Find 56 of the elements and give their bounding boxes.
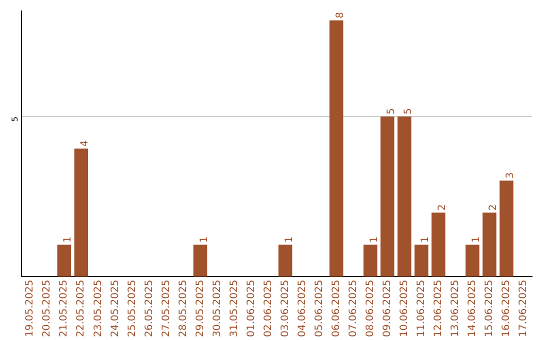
bar [500,180,514,277]
data-label: 1 [471,236,482,243]
bar [482,212,496,277]
x-tick-label: 02.06.2025 [262,280,274,338]
x-tick-label: 05.06.2025 [314,280,325,338]
bar [329,20,344,277]
bar [432,212,446,277]
data-label: 5 [386,108,397,115]
data-label: 8 [334,12,346,18]
x-tick-label: 19.05.2025 [24,280,36,338]
x-tick-label: 14.06.2025 [467,280,478,338]
bar [398,116,412,277]
data-label: 2 [488,204,500,211]
x-tick-label: 13.06.2025 [450,280,462,338]
x-tick-label: 03.06.2025 [280,280,291,338]
x-tick-label: 04.06.2025 [296,280,308,338]
x-tick-label: 16.06.2025 [501,280,512,338]
x-tick-label: 31.05.2025 [228,280,240,338]
data-label: 3 [505,172,516,179]
bar [466,244,480,277]
x-tick-label: 25.05.2025 [126,280,138,338]
bar [414,244,428,277]
x-tick-label: 01.06.2025 [246,280,257,338]
x-tick-label: 09.06.2025 [382,280,393,338]
x-tick-label: 12.06.2025 [433,280,444,338]
x-tick-label: 26.05.2025 [144,280,155,338]
x-tick-label: 24.05.2025 [110,280,121,338]
x-tick-label: 17.06.2025 [518,280,530,338]
x-tick-label: 21.05.2025 [58,280,70,338]
data-label: 1 [420,236,432,243]
x-tick-label: 15.06.2025 [484,280,496,338]
data-label: 1 [62,236,74,243]
x-tick-label: 22.05.2025 [76,280,87,338]
x-tick-label: 11.06.2025 [416,280,428,338]
data-label: 4 [80,140,91,147]
data-label: 1 [284,236,295,243]
data-label: 1 [368,236,380,243]
bar [193,244,208,277]
x-tick-label: 06.06.2025 [330,280,342,338]
bar [363,244,378,277]
x-tick-label: 07.06.2025 [348,280,359,338]
data-label: 2 [437,204,448,211]
x-tick-label: 28.05.2025 [178,280,189,338]
bar [74,148,88,277]
x-tick-label: 29.05.2025 [194,280,206,338]
x-tick-label: 27.05.2025 [160,280,172,338]
bar [57,244,72,277]
x-tick-label: 23.05.2025 [92,280,104,338]
x-tick-label: 08.06.2025 [364,280,376,338]
x-tick-label: 10.06.2025 [398,280,410,338]
bar [278,244,292,277]
x-tick-label: 20.05.2025 [42,280,53,338]
bar [380,116,394,277]
x-tick-label: 30.05.2025 [212,280,223,338]
data-label: 1 [198,236,210,243]
data-label: 5 [402,108,414,115]
